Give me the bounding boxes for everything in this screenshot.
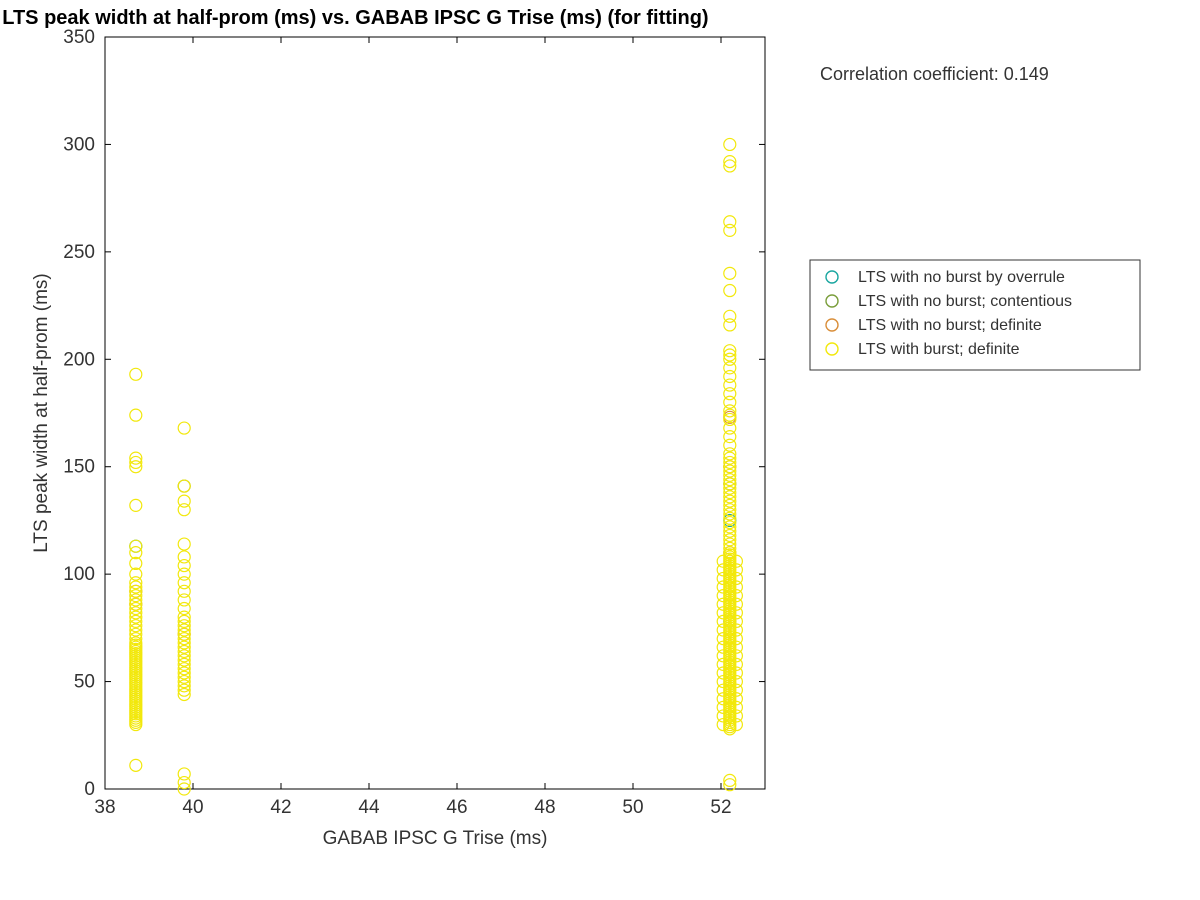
y-axis-label: LTS peak width at half-prom (ms) — [31, 273, 52, 552]
data-point — [724, 138, 736, 150]
x-tick-label: 42 — [270, 797, 291, 818]
chart-title: f LTS peak width at half-prom (ms) vs. G… — [0, 7, 709, 29]
data-point — [724, 310, 736, 322]
data-point — [178, 422, 190, 434]
data-point — [178, 768, 190, 780]
legend-marker — [826, 343, 838, 355]
data-point — [178, 480, 190, 492]
data-point — [130, 368, 142, 380]
data-point — [130, 759, 142, 771]
data-point — [724, 285, 736, 297]
legend-marker — [826, 271, 838, 283]
y-tick-label: 100 — [63, 564, 95, 585]
legend-label: LTS with burst; definite — [858, 341, 1020, 358]
data-point — [130, 499, 142, 511]
y-tick-label: 350 — [63, 27, 95, 48]
legend-marker — [826, 295, 838, 307]
data-point — [178, 538, 190, 550]
y-tick-label: 150 — [63, 457, 95, 478]
x-tick-label: 48 — [534, 797, 555, 818]
legend-label: LTS with no burst; contentious — [858, 293, 1072, 310]
data-point — [730, 555, 742, 567]
plot-box — [105, 37, 765, 789]
x-tick-label: 52 — [710, 797, 731, 818]
x-tick-label: 38 — [94, 797, 115, 818]
correlation-annotation: Correlation coefficient: 0.149 — [820, 64, 1049, 84]
legend-label: LTS with no burst by overrule — [858, 269, 1065, 286]
x-tick-label: 50 — [622, 797, 643, 818]
series-lts-with-no-burst-contentious — [178, 478, 736, 492]
y-tick-label: 250 — [63, 242, 95, 263]
data-point — [178, 551, 190, 563]
x-tick-label: 40 — [182, 797, 203, 818]
chart-container: 38 40 42 44 46 48 50 52 0 50 100 150 200 250 300 350 GAB… — [0, 0, 1200, 900]
y-tick-label: 200 — [63, 349, 95, 370]
x-tick-label: 44 — [358, 797, 380, 818]
series-lts-with-no-burst-by-overrule — [130, 514, 736, 627]
x-axis-label: GABAB IPSC G Trise (ms) — [323, 828, 548, 849]
x-tick-label: 46 — [446, 797, 467, 818]
y-tick-label: 300 — [63, 134, 95, 155]
legend-marker — [826, 319, 838, 331]
data-point — [724, 216, 736, 228]
scatter-chart: 38 40 42 44 46 48 50 52 0 50 100 150 200 250 300 350 GAB… — [0, 0, 1200, 900]
data-point — [724, 267, 736, 279]
legend-label: LTS with no burst; definite — [858, 317, 1042, 334]
y-tick-label: 50 — [74, 672, 95, 693]
y-tick-label: 0 — [84, 779, 95, 800]
data-point — [178, 495, 190, 507]
series-lts-with-burst-definite — [130, 138, 743, 795]
series-lts-with-no-burst-definite — [130, 411, 736, 640]
legend: LTS with no burst by overrule LTS with no… — [810, 260, 1140, 370]
data-point — [130, 409, 142, 421]
